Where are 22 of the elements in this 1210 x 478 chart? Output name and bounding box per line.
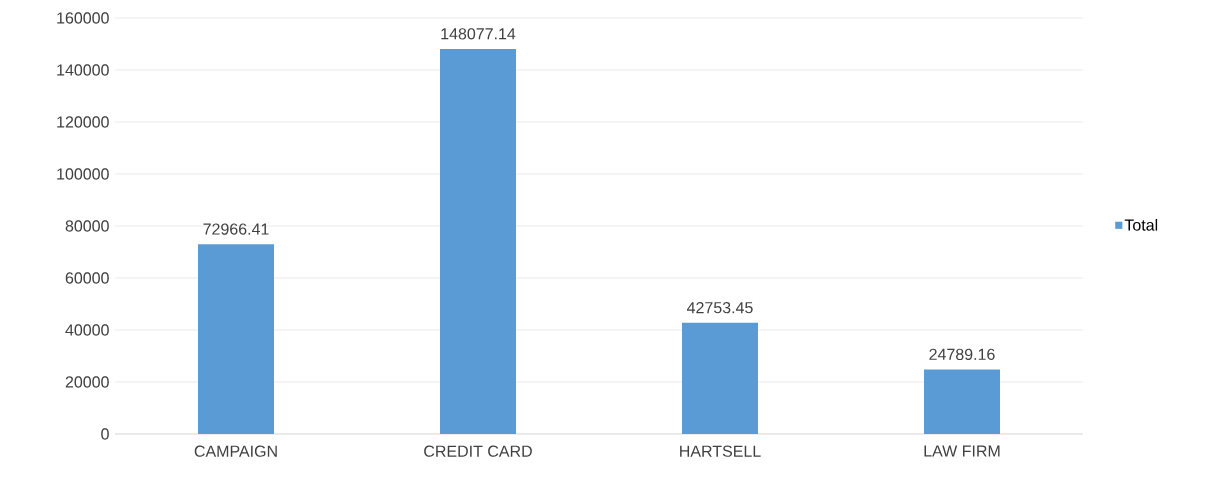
y-tick-label: 120000 — [57, 116, 109, 128]
bar — [924, 369, 1000, 434]
y-tick-label: 160000 — [57, 12, 109, 24]
data-label: 148077.14 — [441, 28, 516, 40]
x-tick-label: HARTSELL — [680, 445, 761, 457]
data-label: 24789.16 — [929, 348, 995, 360]
y-tick-label: 60000 — [65, 272, 109, 284]
x-tick-label: LAW FIRM — [924, 445, 1000, 457]
data-label: 42753.45 — [687, 301, 753, 314]
y-tick-label: 100000 — [57, 168, 109, 180]
x-tick-label: CAMPAIGN — [194, 445, 277, 457]
y-tick-label: 140000 — [57, 64, 109, 76]
y-tick-label: 20000 — [65, 376, 109, 388]
bar — [198, 244, 275, 434]
y-tick-label: 0 — [101, 428, 109, 440]
bar — [440, 48, 517, 434]
data-label: 72966.41 — [203, 223, 269, 235]
y-tick-label: 40000 — [65, 324, 109, 336]
legend-label: Total — [1124, 219, 1158, 231]
x-tick-label: CREDIT CARD — [424, 445, 532, 457]
y-tick-label: 80000 — [65, 220, 109, 232]
bar — [682, 322, 758, 434]
